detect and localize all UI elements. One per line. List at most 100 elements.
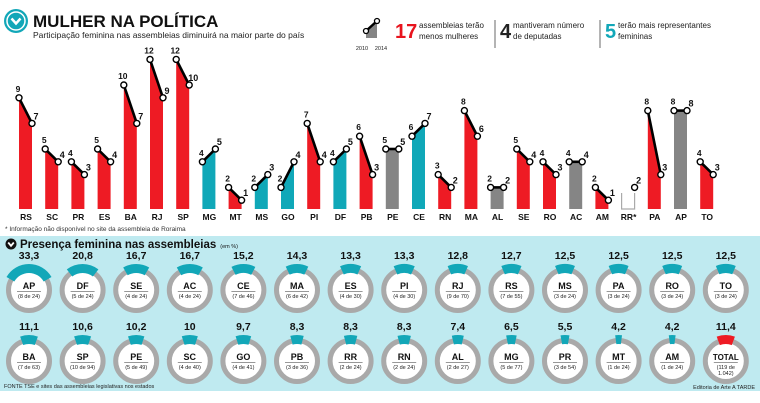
donut-pi: 13,3 PI (4 de 30): [381, 250, 428, 313]
stat-number: 5: [605, 21, 616, 43]
donut-percent: 12,5: [716, 250, 737, 262]
stat-text-line2: menos mulheres: [419, 32, 478, 41]
category-label: RS: [20, 212, 32, 222]
value-label-2010: 5: [94, 135, 99, 145]
value-label-2014: 7: [426, 111, 431, 121]
bar-group-rs: 9 7 RS: [15, 84, 39, 222]
donut-state: SC: [184, 352, 197, 362]
bar: [595, 187, 609, 209]
point-2014: [342, 145, 351, 153]
value-label-2014: 2: [636, 175, 641, 185]
donut-share-arc: [290, 335, 304, 345]
donut-detail: (119 de: [717, 365, 735, 371]
point-2010: [355, 132, 364, 140]
bar: [647, 110, 661, 209]
donut-mt: 4,2 MT (1 de 24): [595, 321, 642, 384]
point-2010: [408, 132, 416, 140]
bar: [674, 110, 687, 209]
legend-point-2014: [373, 17, 381, 25]
donut-es: 13,3 ES (4 de 30): [327, 250, 374, 313]
category-label: RO: [544, 212, 557, 222]
donut-percent: 4,2: [665, 321, 680, 333]
badge-ring: [6, 11, 26, 31]
value-label-2010: 2: [487, 173, 492, 183]
category-label: PE: [387, 212, 399, 222]
value-label-2014: 6: [479, 124, 484, 134]
donut-state: PI: [400, 281, 409, 291]
point-2014: [552, 170, 560, 179]
legend-year-2014: 2014: [375, 46, 387, 52]
donut-percent: 5,5: [558, 321, 573, 333]
trend-line: [148, 58, 165, 99]
bar-group-rj: 12 9 RJ: [144, 45, 169, 222]
bar-group-ba: 10 7 BA: [118, 71, 143, 222]
value-label-2010: 8: [461, 97, 466, 107]
donut-state: DF: [77, 281, 89, 291]
value-label-2010: 4: [566, 148, 571, 158]
donut-percent: 6,5: [504, 321, 519, 333]
point-2010: [382, 145, 390, 153]
trend-line: [279, 161, 296, 188]
donut-ba: 11,1 BA (7 de 63): [6, 321, 52, 384]
donut-percent: 10,6: [72, 321, 93, 333]
category-label: AL: [492, 212, 503, 222]
value-label-2014: 8: [688, 99, 693, 109]
point-2010: [93, 145, 102, 153]
point-2010: [670, 106, 678, 115]
point-2010: [277, 183, 285, 192]
donut-detail: (3 de 24): [608, 294, 630, 300]
value-label-2010: 5: [42, 135, 47, 145]
bar-group-to: 4 3 TO: [696, 148, 720, 222]
bar: [438, 174, 452, 209]
donut-share-arc: [235, 335, 252, 345]
value-label-2010: 6: [409, 122, 414, 132]
donut-detail: (3 de 54): [554, 365, 576, 371]
donut-detail: (1 de 24): [608, 365, 630, 371]
donut-state: BA: [23, 352, 36, 362]
category-label: PI: [310, 212, 318, 222]
donut-detail: (7 de 46): [232, 294, 254, 300]
donut-state: AM: [665, 352, 679, 362]
point-2014: [709, 170, 717, 179]
bar-group-ms: 2 3 MS: [251, 163, 274, 222]
donut-share-arc: [608, 264, 629, 275]
donut-ms: 12,5 MS (3 de 24): [542, 250, 588, 313]
donut-share-arc: [397, 335, 411, 345]
category-label: BA: [125, 212, 137, 222]
donut-detail-2: 1.042): [718, 371, 734, 377]
value-label-2010: 10: [118, 71, 128, 81]
donut-share-arc: [123, 264, 150, 276]
donut-share-arc: [176, 264, 203, 276]
value-label-2010: 2: [278, 173, 283, 183]
point-2014: [316, 158, 324, 166]
bar-group-es: 5 4 ES: [93, 135, 117, 222]
donut-share-arc: [662, 264, 683, 275]
bar-unavailable: [621, 193, 636, 210]
category-label: AP: [675, 212, 687, 222]
point-2014: [395, 145, 403, 153]
credit-note: Editoria de Arte A TARDE: [693, 385, 755, 391]
trend-line: [463, 110, 479, 137]
point-2010: [434, 170, 442, 179]
donut-percent: 33,3: [19, 250, 40, 262]
donut-percent: 12,5: [662, 250, 683, 262]
trend-line: [646, 110, 663, 175]
donut-pa: 12,5 PA (3 de 24): [595, 250, 642, 313]
donut-ap: 33,3 AP (8 de 24): [6, 250, 52, 313]
donut-percent: 10,2: [126, 321, 147, 333]
point-2010: [172, 55, 180, 64]
value-label-2010: 12: [170, 45, 180, 55]
value-label-2014: 5: [400, 137, 405, 147]
donut-state: RJ: [452, 281, 464, 291]
donut-state: PR: [559, 352, 572, 362]
point-2014: [683, 106, 691, 115]
donut-share-arc: [231, 264, 256, 275]
bar-group-pr: 4 3 PR: [67, 148, 91, 222]
value-label-2010: 4: [697, 148, 702, 158]
donut-share-arc: [715, 264, 736, 275]
bar: [176, 59, 190, 210]
point-2014: [578, 158, 586, 166]
donut-share-arc: [340, 264, 362, 275]
donut-detail: (1 de 24): [661, 365, 683, 371]
